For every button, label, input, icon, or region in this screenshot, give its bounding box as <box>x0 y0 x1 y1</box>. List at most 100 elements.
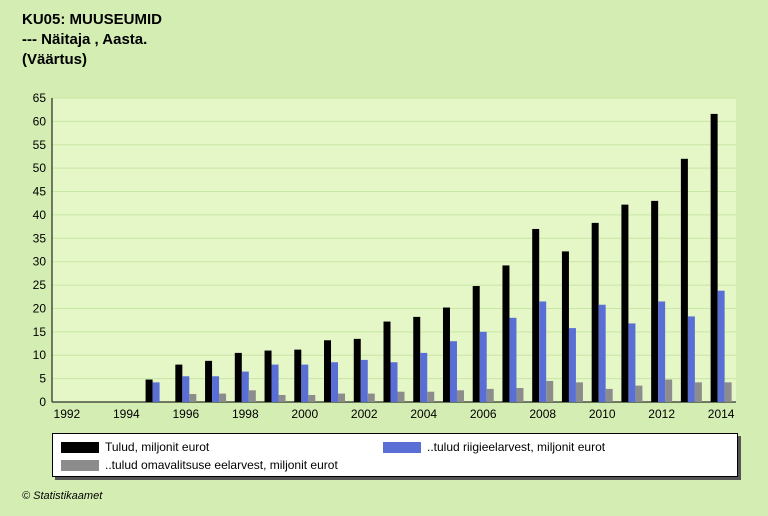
bar-riigieelarvest-2004 <box>420 352 428 402</box>
bar-riigieelarvest-2012 <box>658 301 666 402</box>
legend-swatch-riigieelarvest <box>383 441 421 453</box>
bar-tulud-2012 <box>651 200 659 402</box>
bar-riigieelarvest-1996 <box>182 376 190 402</box>
y-tick-label: 55 <box>33 138 47 152</box>
x-tick-label: 1996 <box>172 407 199 421</box>
bar-riigieelarvest-1999 <box>271 364 279 402</box>
bar-riigieelarvest-2013 <box>687 316 695 402</box>
bar-riigieelarvest-2009 <box>568 328 576 402</box>
source-credit: © Statistikaamet <box>22 490 103 502</box>
legend-label-tulud: Tulud, miljonit eurot <box>105 440 210 454</box>
bar-tulud-2013 <box>680 158 688 402</box>
x-tick-label: 2004 <box>410 407 437 421</box>
y-tick-label: 50 <box>33 161 47 175</box>
bar-tulud-1998 <box>234 352 242 402</box>
bar-tulud-1996 <box>175 364 183 402</box>
bar-tulud-2010 <box>591 222 599 402</box>
bar-omavalitsus-2011 <box>635 385 643 402</box>
y-tick-label: 35 <box>33 231 47 245</box>
x-tick-label: 1992 <box>54 407 81 421</box>
bar-tulud-1997 <box>205 360 213 402</box>
bar-omavalitsus-2010 <box>605 388 613 402</box>
bar-tulud-2002 <box>353 338 361 402</box>
bar-riigieelarvest-2007 <box>509 317 517 402</box>
bar-tulud-2011 <box>621 204 629 402</box>
bar-tulud-2003 <box>383 321 391 402</box>
bar-tulud-2008 <box>532 228 540 402</box>
bar-tulud-2000 <box>294 349 302 402</box>
x-tick-label: 2010 <box>589 407 616 421</box>
bar-omavalitsus-2014 <box>724 382 732 402</box>
bar-riigieelarvest-2005 <box>449 341 457 402</box>
x-tick-label: 1994 <box>113 407 140 421</box>
bar-tulud-1999 <box>264 350 272 402</box>
legend-item-tulud: Tulud, miljonit eurot <box>61 440 209 454</box>
y-tick-label: 30 <box>33 255 47 269</box>
x-tick-label: 2014 <box>708 407 735 421</box>
y-tick-label: 60 <box>33 114 47 128</box>
bar-omavalitsus-2012 <box>665 379 673 402</box>
bar-omavalitsus-2001 <box>338 393 346 402</box>
legend-item-riigieelarvest: ..tulud riigieelarvest, miljonit eurot <box>383 440 605 454</box>
chart-title: KU05: MUUSEUMID <box>22 11 163 28</box>
bar-riigieelarvest-2014 <box>717 290 725 402</box>
x-tick-label: 2008 <box>529 407 556 421</box>
bar-omavalitsus-2005 <box>456 390 464 402</box>
bar-riigieelarvest-2003 <box>390 362 398 402</box>
bar-omavalitsus-2002 <box>367 393 375 402</box>
bar-omavalitsus-2000 <box>308 394 316 402</box>
bar-tulud-2007 <box>502 265 510 402</box>
legend-label-omavalitsus: ..tulud omavalitsuse eelarvest, miljonit… <box>105 458 338 472</box>
bar-tulud-2006 <box>472 286 480 402</box>
bar-riigieelarvest-1995 <box>152 382 160 402</box>
bar-tulud-1995 <box>145 379 153 402</box>
y-tick-label: 40 <box>33 208 47 222</box>
legend-label-riigieelarvest: ..tulud riigieelarvest, miljonit eurot <box>427 440 606 454</box>
y-tick-label: 45 <box>33 185 47 199</box>
bar-riigieelarvest-2002 <box>360 359 368 402</box>
x-tick-label: 2002 <box>351 407 378 421</box>
bar-chart: 0 5 10 15 20 25 30 35 40 45 50 55 60 65 1992 1994 1996 19… <box>33 91 736 421</box>
y-tick-label: 5 <box>39 372 46 386</box>
x-tick-label: 2006 <box>470 407 497 421</box>
bar-tulud-2014 <box>710 113 718 402</box>
bar-omavalitsus-1997 <box>219 393 227 402</box>
bar-omavalitsus-2013 <box>694 382 702 402</box>
bar-tulud-2009 <box>561 251 569 402</box>
y-tick-label: 65 <box>33 91 47 105</box>
bar-riigieelarvest-2000 <box>301 364 309 402</box>
x-tick-label: 2012 <box>648 407 675 421</box>
bar-riigieelarvest-2011 <box>628 323 636 402</box>
bar-omavalitsus-1998 <box>248 390 256 402</box>
chart-legend: Tulud, miljonit eurot ..tulud riigieelar… <box>52 433 738 477</box>
bar-tulud-2004 <box>413 316 421 402</box>
bar-omavalitsus-2008 <box>546 380 554 402</box>
bar-omavalitsus-1999 <box>278 394 286 402</box>
y-tick-label: 25 <box>33 278 47 292</box>
chart-measure: (Väärtus) <box>22 51 88 68</box>
bar-riigieelarvest-2010 <box>598 304 606 402</box>
y-tick-label: 20 <box>33 301 47 315</box>
bar-riigieelarvest-2008 <box>539 301 547 402</box>
bar-omavalitsus-2006 <box>486 388 494 402</box>
bar-omavalitsus-2004 <box>427 391 435 402</box>
legend-swatch-tulud <box>61 441 99 453</box>
bar-omavalitsus-2007 <box>516 387 524 402</box>
legend-item-omavalitsus: ..tulud omavalitsuse eelarvest, miljonit… <box>61 458 338 472</box>
bar-omavalitsus-2003 <box>397 391 405 402</box>
y-tick-label: 0 <box>39 395 46 409</box>
x-tick-label: 2000 <box>291 407 318 421</box>
x-tick-label: 1998 <box>232 407 259 421</box>
bar-omavalitsus-2009 <box>575 382 583 402</box>
bar-tulud-2005 <box>442 307 450 402</box>
bar-riigieelarvest-1997 <box>212 376 220 402</box>
y-tick-label: 10 <box>33 348 47 362</box>
legend-swatch-omavalitsus <box>61 459 99 471</box>
bar-omavalitsus-1996 <box>189 394 197 402</box>
bar-riigieelarvest-2001 <box>331 362 339 402</box>
bar-riigieelarvest-1998 <box>241 371 249 402</box>
bar-tulud-2001 <box>324 340 332 402</box>
chart-subtitle: --- Näitaja , Aasta. <box>22 31 148 48</box>
y-tick-label: 15 <box>33 325 47 339</box>
chart-title-block: KU05: MUUSEUMID --- Näitaja , Aasta. (Vä… <box>22 10 162 70</box>
